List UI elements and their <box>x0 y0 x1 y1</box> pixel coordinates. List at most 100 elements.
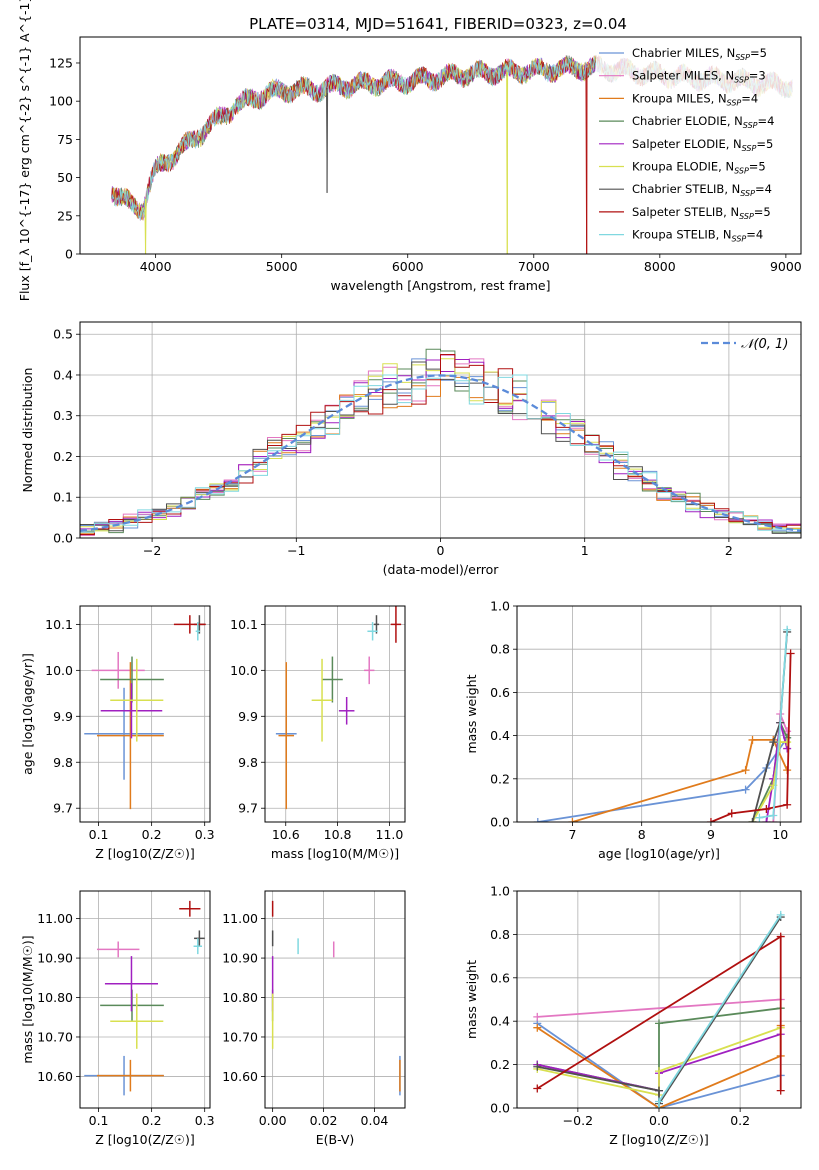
y-tick-label: 10.70 <box>37 1029 73 1044</box>
y-tick-label: 10.90 <box>222 951 258 966</box>
legend-label: Kroupa MILES, NSSP=4 <box>632 91 758 107</box>
legend-label: 𝒩(0, 1) <box>741 337 788 352</box>
legend-model-name: Salpeter MILES, N <box>632 69 734 83</box>
marker-point <box>655 1097 663 1106</box>
marker-point <box>755 813 764 822</box>
axes-frame <box>264 605 406 823</box>
x-tick-label: 0.02 <box>310 1113 338 1128</box>
x-axis-label: Z [log10(Z/Z☉)] <box>95 1132 195 1147</box>
legend-label: Salpeter ELODIE, NSSP=5 <box>632 137 773 153</box>
marker-point <box>533 818 542 822</box>
legend-model-name: Kroupa ELODIE, N <box>632 160 734 174</box>
x-tick-label: 0.0 <box>649 1113 669 1128</box>
x-axis-label: Z [log10(Z/Z☉)] <box>609 1132 709 1147</box>
y-tick-label: 10.60 <box>222 1069 258 1084</box>
mass-weight-series-4 <box>765 722 788 822</box>
axes-frame <box>79 890 211 1109</box>
legend-subscript: SSP <box>735 53 750 62</box>
errorbar-point-5 <box>311 658 333 742</box>
y-tick-label: 10.0 <box>230 663 258 678</box>
marker-point <box>783 800 792 809</box>
panel-mass-vs-EBV: 0.00 0.02 0.04 10.60 10.70 10.80 10.90 11.00 E(B… <box>222 890 406 1147</box>
legend-model-name: Chabrier ELODIE, N <box>632 114 743 128</box>
legend-n-value: =5 <box>749 160 766 174</box>
errorbar-point-6 <box>373 615 380 634</box>
marker-point <box>783 738 792 747</box>
errorbar-point-8 <box>367 622 378 641</box>
panel-age-vs-Z: 0.1 0.2 0.3 9.7 9.8 9.9 10.0 10.1 Z [log10(Z/Z☉)… <box>20 605 215 861</box>
plot-area <box>84 615 206 810</box>
marker-point <box>655 1086 663 1095</box>
errorbar-point-7 <box>390 606 402 643</box>
errorbar-point-5 <box>110 658 164 742</box>
x-tick-label: −0.2 <box>563 1113 593 1128</box>
legend-model-name: Salpeter ELODIE, N <box>632 137 742 151</box>
marker-point <box>655 1067 663 1076</box>
x-axis-label: mass [log10(M/M☉)] <box>271 846 399 861</box>
marker-point <box>769 811 778 820</box>
errorbar-point-4 <box>100 683 163 739</box>
mass-weight-series-1 <box>537 998 781 1018</box>
y-tick-label: 10.80 <box>37 990 73 1005</box>
marker-point <box>533 1023 542 1032</box>
legend-subscript: SSP <box>734 167 749 176</box>
y-tick-label: 10.90 <box>37 951 73 966</box>
x-tick-label: 7000 <box>518 259 550 274</box>
y-tick-label: 0.4 <box>53 367 73 382</box>
marker-point <box>762 805 771 814</box>
normal-reference-curve <box>80 374 801 533</box>
x-tick-label: 8000 <box>644 259 676 274</box>
panel-age-vs-mass: 10.6 10.8 11.0 9.7 9.8 9.9 10.0 10.1 mass [log10… <box>230 605 406 861</box>
x-tick-label: 11.0 <box>376 827 404 842</box>
y-tick-label: 0.0 <box>490 815 510 830</box>
marker-point <box>741 766 750 775</box>
x-tick-label: 4000 <box>140 259 172 274</box>
x-tick-label: −1 <box>287 543 305 558</box>
x-tick-label: 9000 <box>770 259 802 274</box>
y-tick-label: 25 <box>57 208 73 223</box>
y-tick-label: 0.6 <box>490 685 510 700</box>
marker-point <box>741 785 750 794</box>
marker-point <box>706 818 715 822</box>
y-axis-label: Normed distribution <box>20 368 35 493</box>
panel-spectrum: 4000 5000 6000 7000 8000 9000 0 25 50 75 100 125 wav… <box>17 0 802 301</box>
marker-point <box>748 735 757 744</box>
legend-subscript: SSP <box>732 235 747 244</box>
errorbar-point-2 <box>96 662 164 810</box>
x-tick-label: 0.00 <box>259 1113 287 1128</box>
x-tick-label: 10 <box>772 827 788 842</box>
mass-weight-series-5 <box>537 1026 782 1097</box>
legend-n-value: =3 <box>749 69 766 83</box>
marker-point <box>762 818 771 822</box>
legend-n-value: =4 <box>741 91 758 105</box>
errorbar-point-3 <box>322 656 343 703</box>
legend-subscript: SSP <box>743 121 758 130</box>
legend-subscript: SSP <box>727 98 742 107</box>
legend-subscript: SSP <box>739 212 754 221</box>
y-tick-label: 11.00 <box>37 911 73 926</box>
y-axis-label: mass weight <box>464 960 479 1039</box>
y-tick-label: 9.9 <box>53 709 73 724</box>
y-tick-label: 10.60 <box>37 1069 73 1084</box>
legend-label: Kroupa ELODIE, NSSP=5 <box>632 160 766 176</box>
panel-mass-vs-Z: 0.1 0.2 0.3 10.60 10.70 10.80 10.90 11.00 Z [log… <box>20 890 215 1147</box>
x-tick-label: −2 <box>143 543 161 558</box>
y-tick-label: 0.5 <box>53 327 73 342</box>
histogram-series-2 <box>80 375 801 534</box>
x-tick-label: 7 <box>568 827 576 842</box>
x-tick-label: 0.2 <box>730 1113 750 1128</box>
errorbar-point-1 <box>91 651 145 689</box>
marker-point <box>783 625 792 634</box>
errorbar-point-4 <box>104 956 158 1012</box>
legend-n-value: =4 <box>755 182 772 196</box>
plot-area <box>271 900 401 1096</box>
marker-point <box>533 1062 542 1071</box>
errorbar-point-1 <box>364 656 375 685</box>
x-tick-label: 2 <box>725 543 733 558</box>
y-tick-label: 1.0 <box>490 599 510 614</box>
x-tick-label: 0.04 <box>361 1113 389 1128</box>
legend-frame <box>596 44 798 250</box>
y-tick-label: 0.2 <box>490 1057 510 1072</box>
marker-point <box>655 1019 663 1028</box>
axes-frame <box>79 605 211 823</box>
